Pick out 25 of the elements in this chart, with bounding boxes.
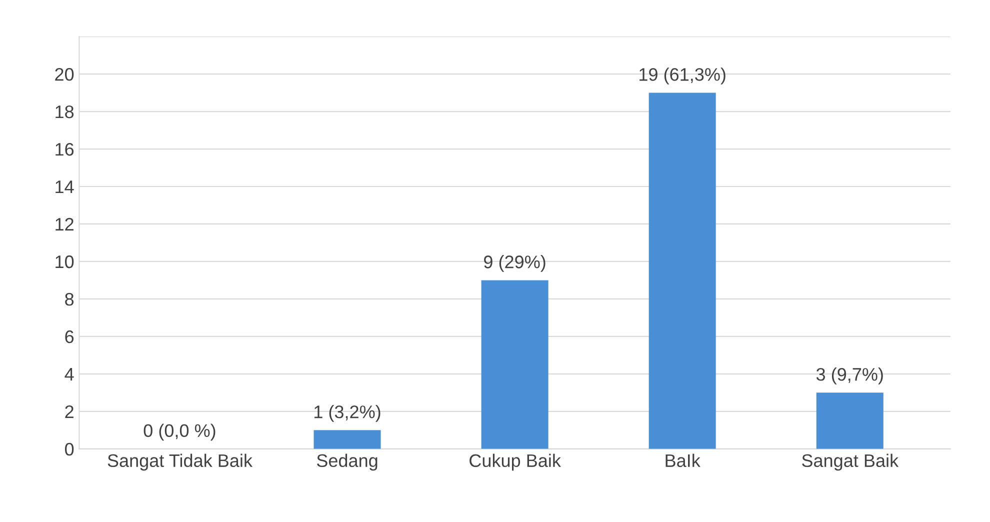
y-tick-label: 8 bbox=[65, 292, 74, 306]
y-tick-label: 14 bbox=[56, 180, 74, 194]
y-tick-label: 6 bbox=[65, 330, 74, 344]
y-tick-label: 10 bbox=[56, 255, 74, 268]
bar bbox=[481, 280, 548, 449]
y-tick-label: 0 bbox=[65, 442, 74, 456]
y-tick-label: 18 bbox=[56, 105, 74, 118]
bar bbox=[314, 430, 381, 449]
x-tick-label: BaIk bbox=[666, 454, 700, 468]
x-tick-label: Sangat Tidak Baik bbox=[108, 454, 253, 471]
x-tick-label: Sangat Baik bbox=[802, 454, 899, 471]
data-label: 3 (9,7%) bbox=[816, 368, 883, 384]
y-tick-label: 20 bbox=[55, 68, 74, 81]
data-label: 0 (0,0 %) bbox=[144, 424, 216, 441]
y-tick-label: 16 bbox=[56, 142, 74, 156]
x-tick-label: Cukup Baik bbox=[470, 454, 561, 471]
y-tick-label: 2 bbox=[65, 405, 74, 418]
bar bbox=[648, 92, 716, 449]
data-label: 19 (61,3%) bbox=[640, 68, 726, 84]
data-label: 9 (29%) bbox=[484, 255, 546, 272]
bar bbox=[816, 392, 884, 449]
y-tick-label: 4 bbox=[64, 368, 74, 380]
x-tick-label: Sedang bbox=[316, 454, 378, 471]
y-tick-label: 12 bbox=[56, 218, 74, 231]
data-label: 1 (3,2%) bbox=[314, 405, 380, 422]
